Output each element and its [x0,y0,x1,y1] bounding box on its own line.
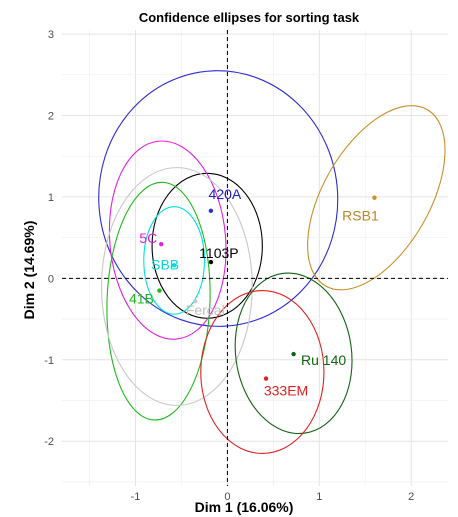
y-tick-label: 0 [48,273,54,285]
label-420a: 420A [209,186,242,202]
ellipse-rsb1 [307,105,446,291]
ellipse-41b [106,181,211,421]
point-5c [159,241,164,247]
ellipse-333em [200,290,325,454]
x-tick-label: 0 [224,491,230,503]
point-41b [157,288,162,293]
label-333em: 333EM [264,383,308,399]
label-sbb: SBB [151,256,179,272]
tick-labels: -1 0 1 2 -2 -1 0 1 2 3 [44,29,414,503]
x-axis-title: Dim 1 (16.06%) [195,499,294,515]
point-420a [208,208,214,213]
chart-title: Confidence ellipses for sorting task [139,10,360,25]
reference-lines [62,30,448,486]
x-tick-label: -1 [131,491,141,503]
grid [62,30,448,486]
point-fercal [193,298,198,304]
ellipse-sbb [143,206,206,315]
ellipse-ru-140 [234,272,353,435]
data-points [157,195,377,381]
y-tick-label: -1 [44,355,54,367]
label-fercal: Fercal [186,302,225,318]
label-rsb1: RSB1 [342,208,379,224]
x-tick-label: 2 [408,491,414,503]
label-1103p: 1103P [199,245,238,261]
y-tick-label: 3 [48,29,54,41]
y-tick-label: 2 [48,111,54,123]
label-ru-140: Ru 140 [301,352,346,368]
label-41b: 41B [129,291,154,307]
ellipse-420a [98,70,339,327]
point-1103p [208,259,214,265]
point-ru-140 [291,351,296,357]
point-sbb [171,263,177,268]
point-333em [263,376,269,381]
point-labels: 420A 1103P 5C SBB 41B Fercal RSB1 Ru 140 333EM [129,186,379,399]
ellipse-5c [108,140,227,340]
point-rsb1 [372,195,377,200]
plot-background [62,30,448,486]
y-tick-label: -2 [44,436,54,448]
label-5c: 5C [139,230,157,246]
confidence-ellipses [98,70,446,454]
x-tick-label: 1 [316,491,322,503]
ellipse-fercal [100,167,253,406]
y-tick-label: 1 [48,192,54,204]
y-axis-title: Dim 2 (14.69%) [21,221,37,320]
